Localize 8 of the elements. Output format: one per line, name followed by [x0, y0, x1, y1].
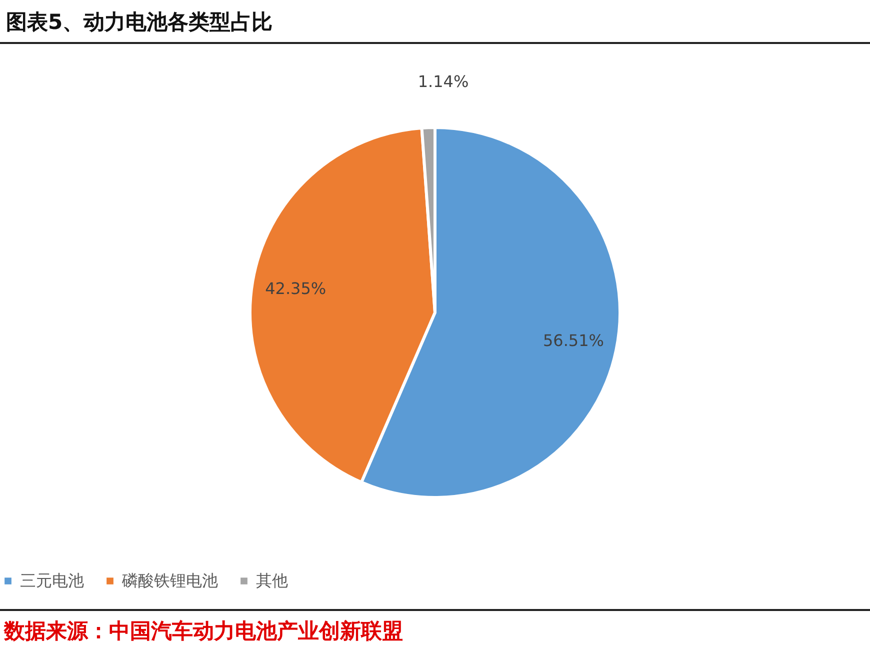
legend-label: 其他 [256, 571, 288, 590]
legend-label: 三元电池 [20, 571, 84, 590]
data-label: 42.35% [265, 278, 326, 298]
data-label: 56.51% [542, 331, 604, 350]
data-label: 1.14% [418, 72, 469, 92]
legend-label: 磷酸铁锂电池 [121, 571, 218, 590]
source-note: 数据来源：中国汽车动力电池产业创新联盟 [0, 609, 870, 651]
chart-title: 图表5、动力电池各类型占比 [0, 0, 870, 44]
